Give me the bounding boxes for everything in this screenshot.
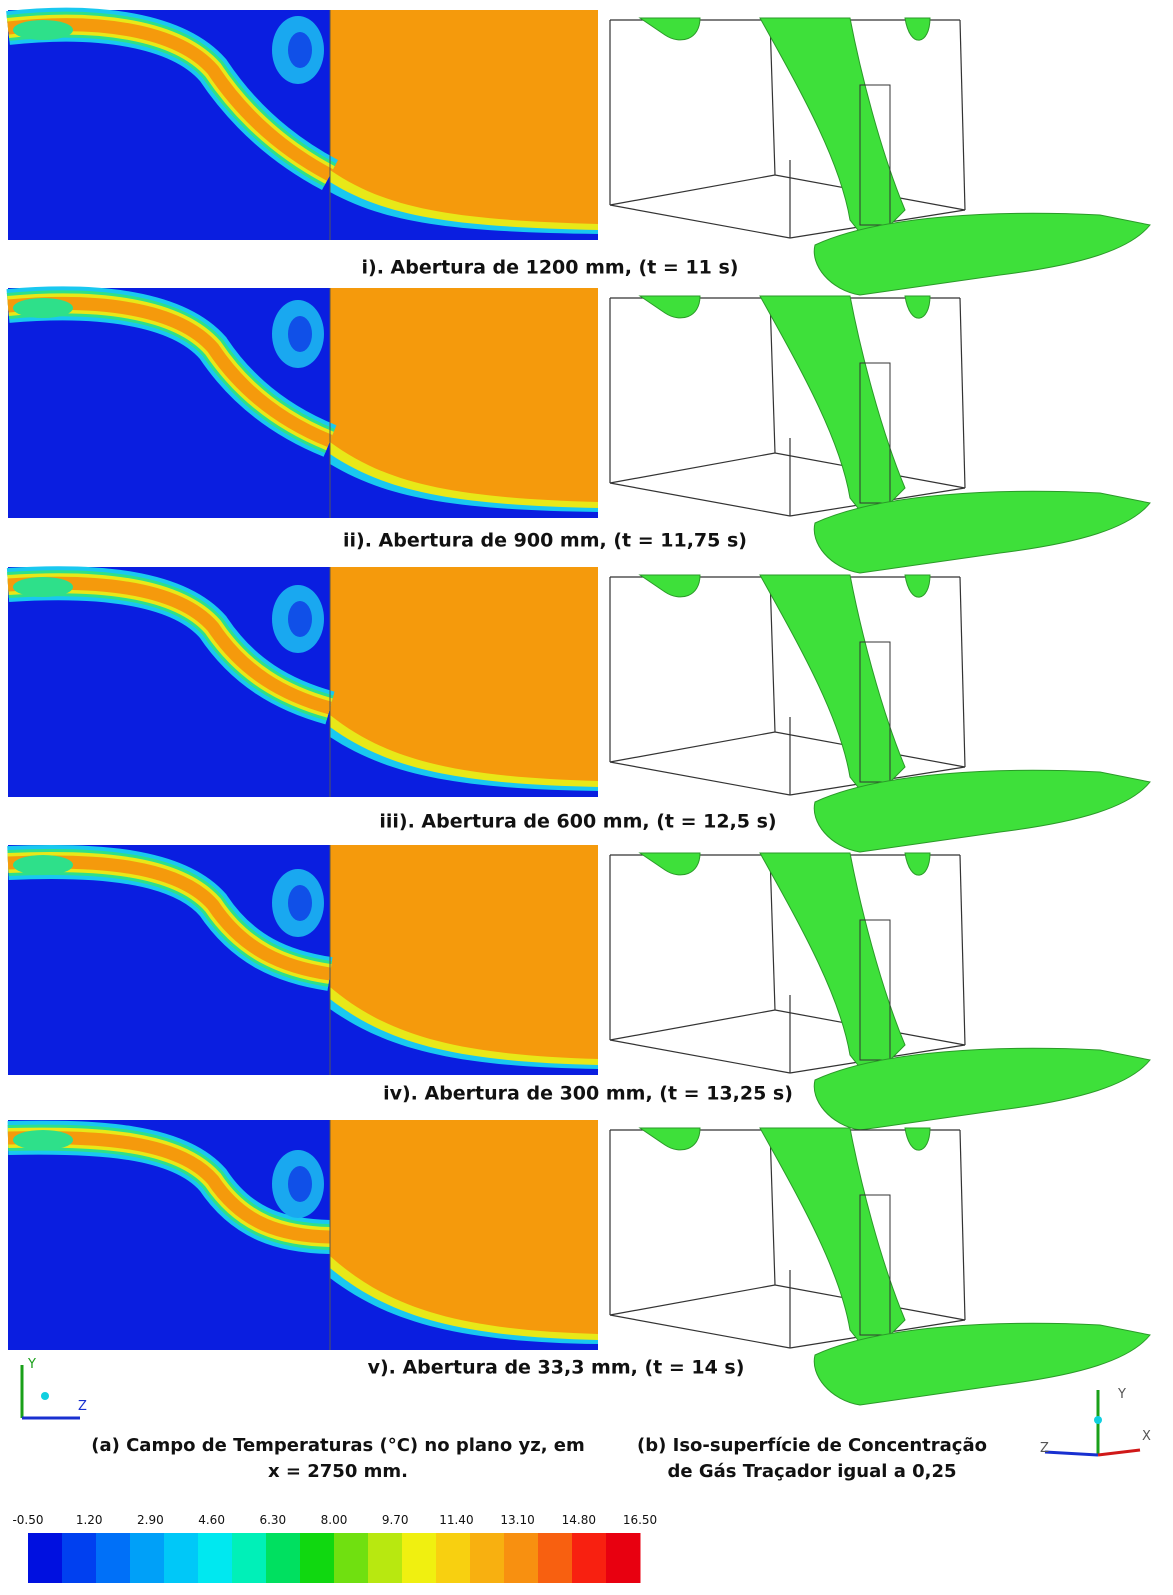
box-edge xyxy=(610,453,775,483)
iso-surface xyxy=(610,18,1150,295)
axis-origin xyxy=(41,1392,49,1400)
vortex-core xyxy=(288,601,312,637)
box-edge xyxy=(960,855,965,1045)
temperature-field xyxy=(8,10,598,240)
ceiling-blob xyxy=(905,296,930,318)
temperature-field xyxy=(8,845,598,1075)
ceiling-blob xyxy=(905,853,930,875)
colorbar-cell xyxy=(334,1533,369,1583)
plume xyxy=(760,853,905,1080)
colorbar-cell xyxy=(606,1533,641,1583)
colorbar-label: 14.80 xyxy=(562,1513,596,1527)
row xyxy=(8,10,1150,295)
panel-caption: (b) Iso-superfície de Concentração xyxy=(637,1435,987,1456)
box-edge xyxy=(610,205,790,238)
colorbar-cell xyxy=(368,1533,403,1583)
box-edge xyxy=(610,175,775,205)
colorbar-cell xyxy=(538,1533,573,1583)
colorbar-label: 8.00 xyxy=(321,1513,348,1527)
colorbar-cell xyxy=(300,1533,335,1583)
ceiling-blob xyxy=(640,1128,700,1150)
ceiling-blob xyxy=(905,18,930,40)
colorbar-cell xyxy=(96,1533,131,1583)
ceiling-blob xyxy=(640,18,700,40)
colorbar-cell xyxy=(130,1533,165,1583)
row xyxy=(8,567,1150,852)
colorbar-label: 16.50 xyxy=(623,1513,657,1527)
row-caption: i). Abertura de 1200 mm, (t = 11 s) xyxy=(362,257,739,279)
colorbar-label: 6.30 xyxy=(259,1513,286,1527)
panel-caption: (a) Campo de Temperaturas (°C) no plano … xyxy=(91,1435,585,1456)
box-edge xyxy=(960,20,965,210)
row-caption: iii). Abertura de 600 mm, (t = 12,5 s) xyxy=(379,811,776,833)
colorbar-label: 11.40 xyxy=(439,1513,473,1527)
plume xyxy=(760,18,905,245)
ceiling-blob xyxy=(640,296,700,318)
box-edge xyxy=(610,1040,790,1073)
vortex-core xyxy=(288,1166,312,1202)
colorbar-cell xyxy=(436,1533,471,1583)
hot-spot xyxy=(13,577,73,597)
axis-label: Z xyxy=(78,1399,87,1414)
box-edge xyxy=(610,1315,790,1348)
axis-triad: YZ xyxy=(22,1357,87,1418)
colorbar-label: -0.50 xyxy=(12,1513,43,1527)
axis-label: X xyxy=(1142,1429,1151,1444)
box-edge xyxy=(610,483,790,516)
vortex-core xyxy=(288,32,312,68)
colorbar-label: 9.70 xyxy=(382,1513,409,1527)
panel-caption: x = 2750 mm. xyxy=(268,1461,408,1482)
plume xyxy=(760,296,905,523)
plume xyxy=(760,1128,905,1355)
axis-triad: Y Z X xyxy=(1040,1387,1151,1456)
axis-label: Y xyxy=(27,1357,36,1372)
axis-label: Z xyxy=(1040,1441,1049,1456)
box-edge xyxy=(960,1130,965,1320)
colorbar-cell xyxy=(62,1533,97,1583)
colorbar-cell xyxy=(232,1533,267,1583)
box-edge xyxy=(960,577,965,767)
row-caption: ii). Abertura de 900 mm, (t = 11,75 s) xyxy=(343,530,747,552)
colorbar-cell xyxy=(470,1533,505,1583)
colorbar-label: 2.90 xyxy=(137,1513,164,1527)
colorbar-label: 1.20 xyxy=(76,1513,103,1527)
hot-spot xyxy=(13,1130,73,1150)
colorbar-cell xyxy=(572,1533,607,1583)
hot-spot xyxy=(13,20,73,40)
box-edge xyxy=(610,762,790,795)
temperature-field xyxy=(8,1120,598,1350)
axis-x xyxy=(1098,1450,1140,1455)
temperature-field xyxy=(8,288,598,518)
ceiling-blob xyxy=(905,575,930,597)
axis-origin xyxy=(1094,1416,1102,1424)
ceiling-blob xyxy=(640,575,700,597)
figure-canvas: i). Abertura de 1200 mm, (t = 11 s) ii). … xyxy=(0,0,1173,1595)
vortex-core xyxy=(288,316,312,352)
box-edge xyxy=(960,298,965,488)
temperature-field xyxy=(8,567,598,797)
box-edge xyxy=(610,1285,775,1315)
box-edge xyxy=(610,732,775,762)
ceiling-blob xyxy=(640,853,700,875)
figure: i). Abertura de 1200 mm, (t = 11 s) ii). … xyxy=(0,0,1173,1595)
row-caption: iv). Abertura de 300 mm, (t = 13,25 s) xyxy=(383,1083,793,1105)
panel-caption: de Gás Traçador igual a 0,25 xyxy=(667,1461,956,1482)
colorbar-label: 13.10 xyxy=(500,1513,534,1527)
colorbar-cell xyxy=(28,1533,63,1583)
colorbar-cell xyxy=(164,1533,199,1583)
plume xyxy=(760,575,905,802)
colorbar-cell xyxy=(266,1533,301,1583)
ceiling-blob xyxy=(905,1128,930,1150)
colorbar-cell xyxy=(504,1533,539,1583)
axis-label: Y xyxy=(1117,1387,1126,1402)
hot-spot xyxy=(13,298,73,318)
axis-z xyxy=(1045,1452,1098,1455)
box-edge xyxy=(610,1010,775,1040)
row-caption: v). Abertura de 33,3 mm, (t = 14 s) xyxy=(368,1357,745,1379)
colorbar-cell xyxy=(198,1533,233,1583)
vortex-core xyxy=(288,885,312,921)
hot-spot xyxy=(13,855,73,875)
colorbar-label: 4.60 xyxy=(198,1513,225,1527)
colorbar-cell xyxy=(402,1533,437,1583)
